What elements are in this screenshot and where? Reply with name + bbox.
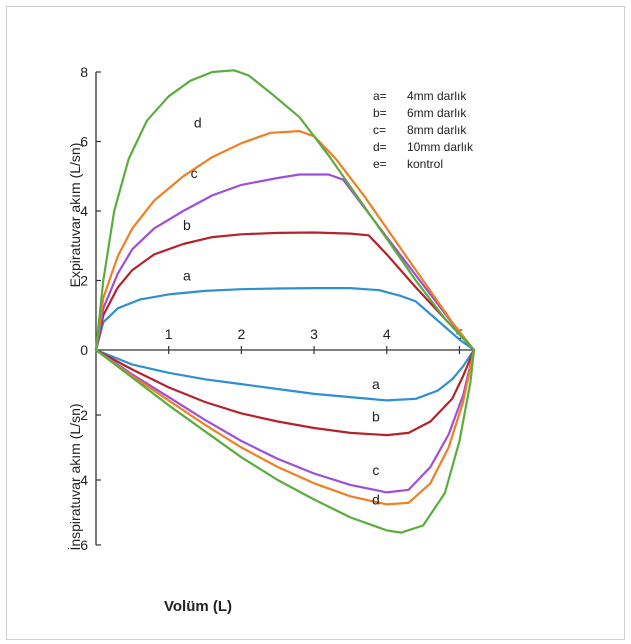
curve-label-bottom-d: d (372, 491, 380, 507)
y-tick-label-bottom: 6 (80, 537, 88, 553)
y-tick-label-top: 6 (80, 134, 88, 150)
legend-key: a= (373, 89, 387, 103)
y-tick-label-top: 0 (80, 342, 88, 358)
legend-text: 10mm darlık (407, 140, 474, 154)
curve-label-top-a: a (183, 268, 191, 284)
y-tick-label-bottom: 4 (80, 472, 88, 488)
curve-label-top-c: c (191, 165, 198, 181)
x-tick-label: 2 (237, 326, 245, 342)
curve-label-bottom-a: a (372, 376, 380, 392)
legend-key: d= (373, 140, 387, 154)
curve-label-top-d: d (194, 115, 202, 131)
curve-expiratory-e (94, 69, 476, 352)
curve-expiratory-d (94, 130, 476, 352)
x-tick-label: 1 (165, 326, 173, 342)
y-axis-label-expiratory: Expiratuvar akım (L/sn) (67, 143, 83, 288)
legend-text: 4mm darlık (407, 89, 467, 103)
x-tick-label: 3 (310, 326, 318, 342)
curve-label-bottom-b: b (372, 409, 380, 425)
y-tick-label-top: 2 (80, 273, 88, 289)
legend-text: kontrol (407, 157, 443, 171)
x-axis-label: Volüm (L) (164, 598, 233, 615)
curve-expiratory-b (94, 231, 476, 352)
legend-key: b= (373, 106, 387, 120)
y-tick-label-bottom: 2 (80, 407, 88, 423)
y-tick-label-top: 4 (80, 203, 88, 219)
legend-key: c= (373, 123, 386, 137)
x-tick-label: 4 (383, 326, 391, 342)
legend-key: e= (373, 157, 387, 171)
y-tick-label-top: 8 (80, 64, 88, 80)
curve-expiratory-a (94, 287, 476, 352)
curve-label-bottom-c: c (372, 462, 379, 478)
curve-inspiratory-e (94, 348, 476, 534)
legend-text: 6mm darlık (407, 106, 467, 120)
curve-inspiratory-a (94, 348, 476, 402)
legend-text: 8mm darlık (407, 123, 467, 137)
curve-expiratory-c (94, 173, 476, 352)
curve-inspiratory-b (94, 348, 476, 437)
curve-label-top-b: b (183, 217, 191, 233)
curve-inspiratory-d (94, 348, 476, 506)
y-axis-label-inspiratory: İnspiratuvar akım (L/sn) (66, 403, 83, 550)
curve-inspiratory-c (94, 348, 476, 494)
chart-frame (6, 6, 625, 640)
